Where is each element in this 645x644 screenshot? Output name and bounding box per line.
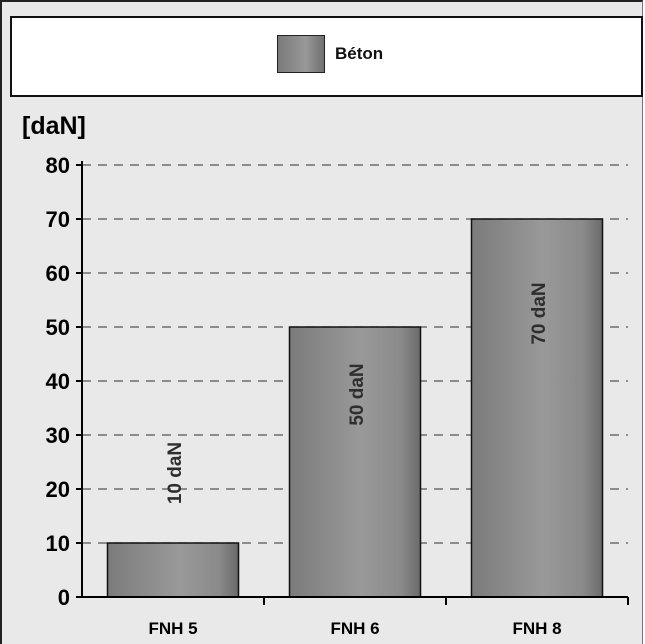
y-tick-label: 50	[46, 315, 70, 340]
x-tick-label: FNH 8	[512, 619, 561, 638]
x-tick-label: FNH 5	[148, 619, 197, 638]
legend-swatch	[277, 35, 325, 73]
bar-data-label: 50 daN	[347, 363, 368, 425]
legend-label: Béton	[335, 44, 384, 63]
y-tick-label: 30	[46, 423, 70, 448]
bar	[470, 218, 604, 598]
y-axis-unit-label: [daN]	[22, 112, 86, 140]
x-tick-label: FNH 6	[330, 619, 379, 638]
y-tick-label: 0	[58, 585, 70, 610]
bar-data-label: 10 daN	[165, 442, 186, 504]
legend	[10, 16, 643, 97]
y-tick-label: 80	[46, 153, 70, 178]
bar	[106, 542, 240, 598]
y-tick-label: 40	[46, 369, 70, 394]
y-tick-label: 60	[46, 261, 70, 286]
y-tick-label: 10	[46, 531, 70, 556]
y-tick-label: 70	[46, 207, 70, 232]
bar	[288, 326, 422, 598]
bar-data-label: 70 daN	[529, 282, 550, 344]
y-tick-label: 20	[46, 477, 70, 502]
